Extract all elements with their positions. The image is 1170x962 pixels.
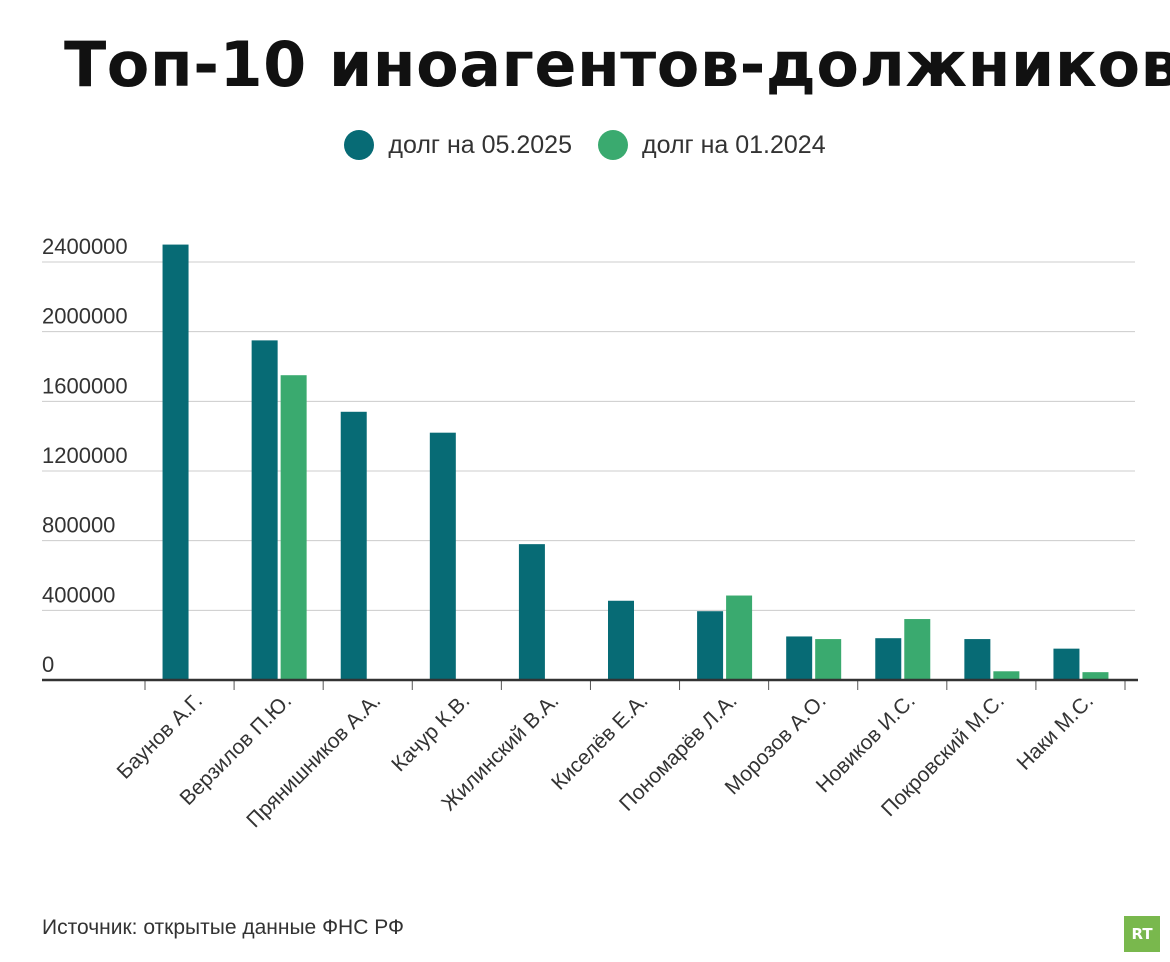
bar-2025: [251, 340, 278, 680]
legend-label-2024: долг на 01.2024: [642, 130, 826, 159]
bar-2025: [1053, 648, 1080, 680]
x-tick-label: Качур К.В.: [387, 689, 474, 776]
legend-item-2024: долг на 01.2024: [598, 130, 826, 160]
legend-item-2025: долг на 05.2025: [344, 130, 572, 160]
source-note: Источник: открытые данные ФНС РФ: [42, 916, 404, 939]
bar-2024: [280, 375, 307, 680]
bar-2024: [726, 595, 753, 680]
legend-swatch-2024: [598, 130, 628, 160]
y-tick-label: 400000: [42, 582, 115, 607]
bar-2025: [340, 411, 367, 680]
y-tick-label: 2000000: [42, 304, 128, 329]
bar-2025: [162, 244, 189, 681]
legend-label-2025: долг на 05.2025: [388, 130, 572, 159]
rt-logo: RT: [1124, 916, 1160, 952]
bar-2025: [964, 639, 991, 680]
bar-2025: [786, 636, 813, 680]
legend: долг на 05.2025 долг на 01.2024: [0, 130, 1170, 160]
bar-2025: [608, 600, 634, 680]
y-tick-label: 2400000: [42, 234, 128, 259]
y-tick-label: 0: [42, 652, 54, 677]
x-tick-label: Баунов А.Г.: [113, 689, 207, 783]
bar-2025: [875, 638, 902, 680]
bar-2025: [429, 432, 456, 680]
bar-2024: [993, 671, 1020, 680]
bar-2025: [518, 544, 545, 680]
y-tick-label: 1600000: [42, 373, 128, 398]
x-tick-label: Наки М.С.: [1012, 689, 1098, 775]
legend-swatch-2025: [344, 130, 375, 160]
bar-2024: [1082, 672, 1109, 680]
bar-2024: [904, 619, 931, 680]
bar-chart: 0 400000 800000 1200000 1600000 2000000 240000…: [42, 234, 1138, 832]
bar-2024: [815, 639, 842, 680]
chart-title: Топ-10 иноагентов-должников: [64, 28, 1170, 101]
y-tick-label: 1200000: [42, 443, 128, 468]
y-tick-label: 800000: [42, 513, 115, 538]
bar-2025: [697, 611, 724, 680]
